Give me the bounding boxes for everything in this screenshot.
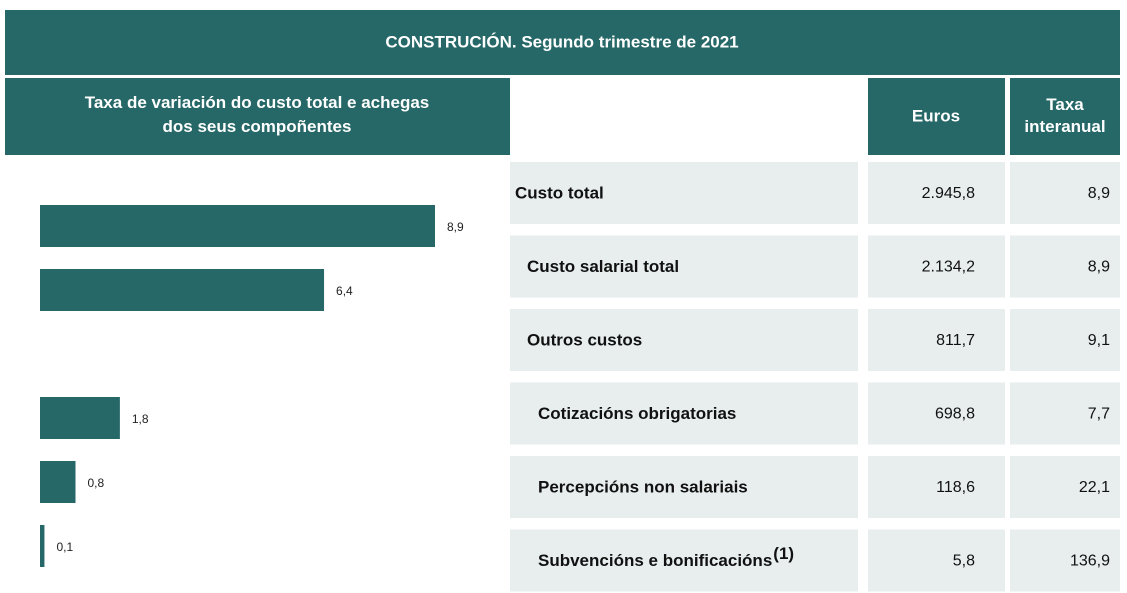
cell-value: 7,7 [1088,406,1110,423]
cell-value: 118,6 [936,479,975,496]
cell-value: 9,1 [1088,332,1110,349]
row-label: Custo total [515,183,604,202]
col-title: Taxa interanual [1024,95,1105,136]
value-label: 1,8 [132,412,149,426]
cell-value: 22,1 [1079,479,1110,496]
cell-value: 136,9 [1070,553,1110,570]
cell [868,382,1005,445]
value-label: 6,4 [336,284,353,298]
cell-value: 5,8 [953,553,975,570]
row-label-cell [510,382,858,445]
cell [868,456,1005,518]
title-bar [5,10,1120,75]
cell [868,162,1005,224]
col-header [1010,78,1120,155]
title: CONSTRUCIÓN. Segundo trimestre de 2021 [385,32,738,51]
bar [40,269,325,311]
cell-value: 8,9 [1088,259,1110,276]
cell-value: 2.945,8 [922,185,975,202]
row-label: Cotizacións obrigatorias [538,404,736,423]
cell [1010,456,1120,518]
cell [868,529,1005,592]
cell-value: 811,7 [936,332,975,349]
value-label: 0,1 [56,540,73,554]
row-label: Subvencións e bonificacións [538,551,772,570]
row-label-cell [510,235,858,298]
cell [1010,529,1120,592]
cell-value: 2.134,2 [922,259,975,276]
row-label: Custo salarial total [527,257,679,276]
cell [1010,162,1120,224]
row-label-cell [510,456,858,518]
row-label: Outros custos [527,330,642,349]
cell [1010,382,1120,445]
row-label-cell [510,309,858,371]
row-label-cell [510,162,858,224]
bar [40,525,45,567]
footnote-mark: (1) [773,544,794,563]
bar [40,461,76,503]
row-label-cell [510,529,858,592]
chart-title: Taxa de variación do custo total e acheg… [85,93,430,136]
bar [40,205,435,247]
row-label: Percepcións non salariais [538,477,748,496]
col-header [868,78,1005,155]
value-label: 8,9 [447,220,464,234]
col-title: Euros [912,106,960,125]
bar [40,397,120,439]
cell [868,309,1005,371]
cell [1010,309,1120,371]
cell [868,235,1005,298]
cell-value: 698,8 [935,406,975,423]
chart-header [5,78,510,155]
value-label: 0,8 [88,476,105,490]
cell-value: 8,9 [1088,185,1110,202]
cell [1010,235,1120,298]
